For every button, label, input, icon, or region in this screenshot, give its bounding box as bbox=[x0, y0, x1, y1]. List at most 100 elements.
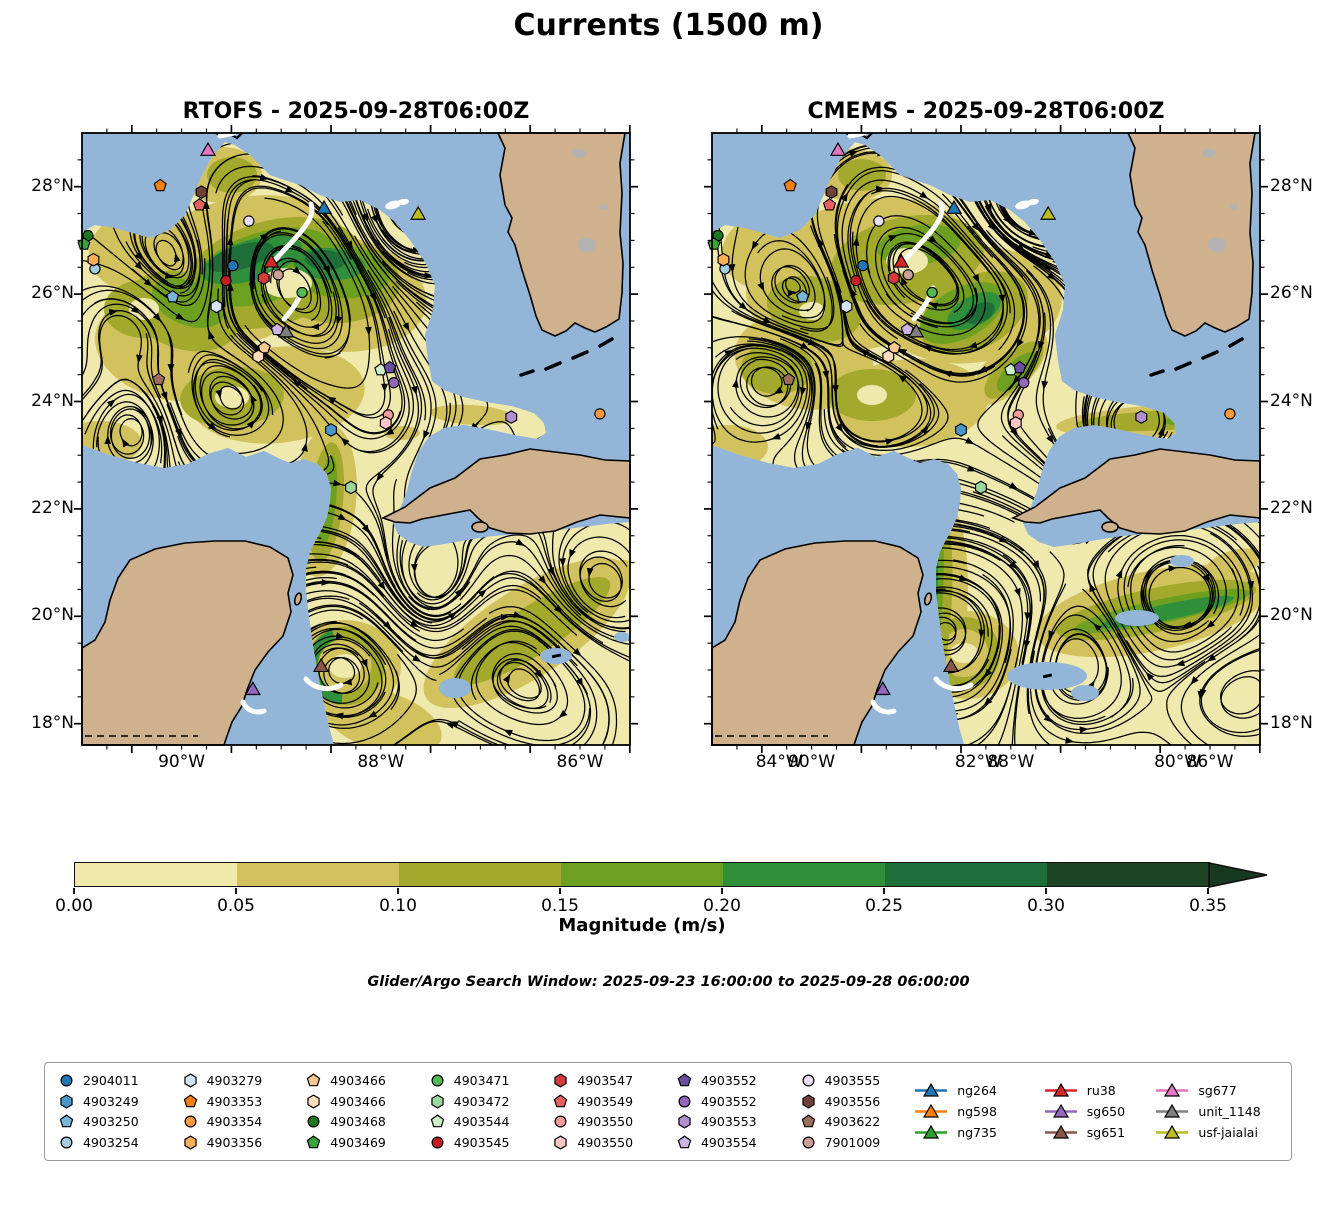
colorbar-tick-label: 0.00 bbox=[55, 896, 93, 916]
marker-sg651 bbox=[942, 657, 960, 672]
axis-ticks bbox=[704, 125, 1268, 753]
colorbar-tick-label: 0.10 bbox=[379, 896, 417, 916]
legend-item: 4903472 bbox=[430, 1091, 554, 1112]
marker-4903354 bbox=[594, 408, 606, 420]
marker-7901009 bbox=[272, 269, 284, 281]
lat-tick-label: 22°N bbox=[31, 497, 74, 518]
glider-line-triangle-icon bbox=[1156, 1124, 1189, 1139]
marker-4903472 bbox=[974, 480, 987, 495]
isle-of-youth bbox=[1101, 521, 1119, 533]
colorbar-tick-label: 0.05 bbox=[217, 896, 255, 916]
circle-marker-icon bbox=[802, 1136, 815, 1149]
pentagon-marker-icon bbox=[183, 1094, 197, 1107]
legend-item: usf-jaialai bbox=[1155, 1122, 1291, 1143]
colorbar-segment bbox=[885, 863, 1047, 886]
circle-marker-icon bbox=[431, 1074, 444, 1087]
lon-tick-label: 82°W bbox=[954, 752, 1002, 772]
pentagon-marker-icon bbox=[59, 1114, 74, 1128]
map-svg-1 bbox=[704, 125, 1268, 753]
legend-item: ng264 bbox=[914, 1081, 1044, 1102]
hexagon-marker-icon bbox=[554, 1073, 568, 1088]
legend-column: 4903471 4903472 4903544 4903545 bbox=[430, 1070, 554, 1152]
legend-item: 4903550 bbox=[553, 1112, 677, 1133]
legend-column: ru38 sg650 sg651 bbox=[1044, 1081, 1156, 1143]
legend-item: sg677 bbox=[1155, 1081, 1291, 1102]
lon-tick-label: 88°W bbox=[357, 752, 405, 772]
circle-marker-icon bbox=[307, 1115, 320, 1128]
marker-4903353 bbox=[783, 178, 797, 192]
land-cuba bbox=[1010, 448, 1261, 535]
legend-column: 4903279 4903353 4903354 4903356 bbox=[183, 1070, 307, 1152]
figure-title: Currents (1500 m) bbox=[513, 8, 824, 43]
legend-label: ru38 bbox=[1086, 1083, 1116, 1099]
legend-label: 4903469 bbox=[330, 1134, 386, 1150]
glider-line-triangle-icon bbox=[1044, 1124, 1077, 1139]
legend-column: 4903466 4903466 4903468 4903469 bbox=[306, 1070, 430, 1152]
lat-tick-label: 20°N bbox=[31, 605, 74, 626]
marker-4903249 bbox=[955, 423, 967, 437]
marker-4903466 bbox=[252, 349, 265, 364]
marker-sg650 bbox=[874, 681, 891, 696]
marker-4903250 bbox=[166, 289, 180, 303]
hexagon-marker-icon bbox=[554, 1135, 568, 1150]
marker-4903472 bbox=[344, 480, 357, 495]
colorbar-tick bbox=[397, 888, 399, 894]
glider-line-triangle-icon bbox=[915, 1104, 948, 1118]
colorbar-tick bbox=[1045, 888, 1047, 894]
colorbar-over-arrow bbox=[1208, 861, 1268, 888]
legend-item: 4903556 bbox=[801, 1091, 915, 1112]
legend-item: 4903553 bbox=[677, 1112, 801, 1133]
legend-item: 4903469 bbox=[306, 1132, 430, 1153]
pentagon-marker-icon bbox=[677, 1073, 692, 1087]
legend-label: unit_1148 bbox=[1198, 1104, 1261, 1119]
legend-label: 4903471 bbox=[453, 1073, 510, 1089]
legend-item: 4903353 bbox=[183, 1091, 307, 1112]
legend-label: sg677 bbox=[1198, 1083, 1237, 1099]
circle-marker-icon bbox=[554, 1115, 567, 1128]
marker-4903547 bbox=[257, 271, 270, 285]
marker-4903554 bbox=[900, 322, 914, 336]
legend-column: 4903555 4903556 4903622 7901009 bbox=[801, 1070, 915, 1152]
colorbar-tick bbox=[559, 888, 561, 894]
markers bbox=[707, 141, 1236, 696]
legend-label: 4903555 bbox=[824, 1073, 881, 1089]
colorbar-tick-label: 0.35 bbox=[1189, 896, 1227, 916]
map-svg-0 bbox=[74, 125, 638, 753]
legend: 2904011 4903249 4903250 4903254 4903279 49033… bbox=[44, 1062, 1292, 1161]
marker-4903547 bbox=[887, 271, 900, 285]
marker-usf-jaialai bbox=[1040, 205, 1057, 220]
glider-line-triangle-icon bbox=[1044, 1083, 1077, 1098]
marker-4903553 bbox=[1135, 410, 1148, 424]
colorbar-segment bbox=[237, 863, 399, 886]
marker-4903552 bbox=[1018, 377, 1030, 389]
lon-tick-label: 90°W bbox=[788, 752, 836, 772]
marker-sg677 bbox=[199, 141, 217, 156]
colorbar-label: Magnitude (m/s) bbox=[558, 915, 726, 936]
legend-item: 4903554 bbox=[677, 1132, 801, 1153]
cozumel bbox=[923, 592, 933, 606]
legend-item: 4903279 bbox=[183, 1070, 307, 1091]
pentagon-marker-icon bbox=[677, 1135, 692, 1149]
marker-2904011 bbox=[227, 259, 239, 272]
colorbar-segment bbox=[75, 863, 237, 886]
hexagon-marker-icon bbox=[183, 1073, 197, 1088]
legend-column: 2904011 4903249 4903250 4903254 bbox=[59, 1070, 183, 1152]
marker-4903553 bbox=[505, 410, 518, 424]
marker-4903279 bbox=[840, 299, 853, 314]
pentagon-marker-icon bbox=[554, 1094, 568, 1107]
colorbar-segment bbox=[1047, 863, 1209, 886]
lat-tick-label: 18°N bbox=[1270, 712, 1313, 733]
circle-marker-icon bbox=[678, 1095, 691, 1108]
circle-marker-icon bbox=[431, 1136, 444, 1149]
colorbar-tick bbox=[235, 888, 237, 894]
marker-ru38 bbox=[893, 253, 910, 268]
colorbar-bar bbox=[74, 862, 1210, 887]
marker-4903556 bbox=[195, 185, 208, 199]
marker-4903466 bbox=[257, 340, 271, 354]
hexagon-marker-icon bbox=[307, 1094, 320, 1109]
isle-of-youth bbox=[471, 521, 489, 533]
legend-label: 4903556 bbox=[824, 1093, 881, 1109]
marker-4903552 bbox=[1013, 360, 1027, 374]
circle-marker-icon bbox=[60, 1136, 73, 1149]
